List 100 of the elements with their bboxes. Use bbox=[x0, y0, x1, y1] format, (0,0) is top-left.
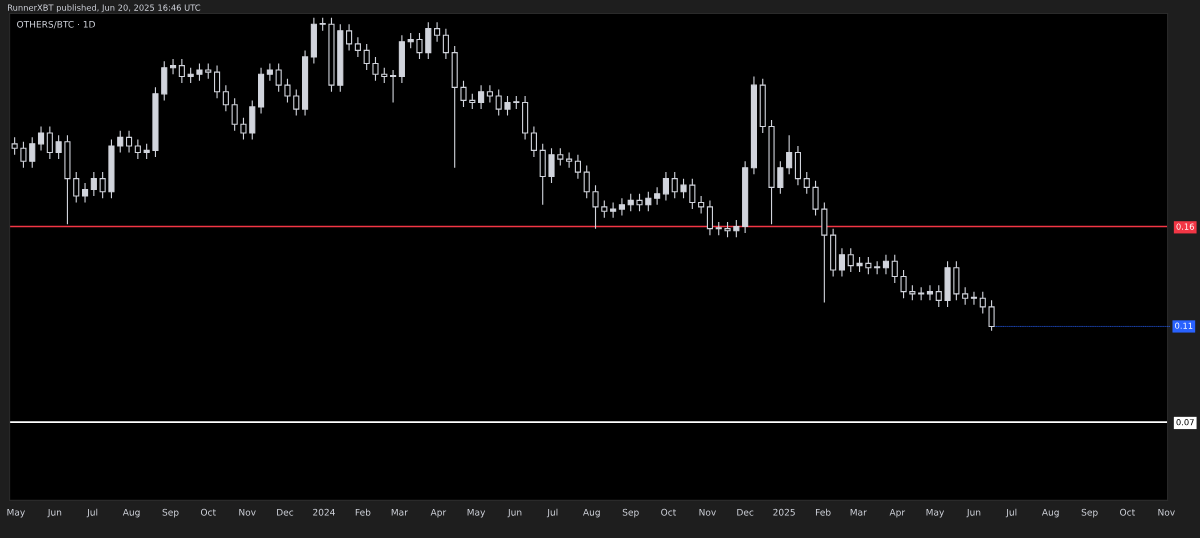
x-tick-label: Sep bbox=[1081, 508, 1098, 518]
x-tick-label: Aug bbox=[1041, 508, 1059, 518]
x-tick-label: Sep bbox=[622, 508, 639, 518]
candlestick bbox=[900, 269, 907, 299]
candlestick bbox=[935, 284, 942, 308]
candlestick bbox=[979, 291, 986, 314]
x-tick-label: 2024 bbox=[313, 508, 335, 516]
candlestick bbox=[293, 88, 300, 117]
x-tick-label: Dec bbox=[737, 508, 754, 516]
x-tick-label: Apr bbox=[430, 508, 447, 518]
candlestick bbox=[425, 21, 432, 60]
x-tick-label: Oct bbox=[661, 508, 677, 516]
candlestick bbox=[689, 178, 696, 210]
y-tick-label: 0.16 bbox=[1176, 223, 1194, 230]
candlestick bbox=[847, 247, 854, 273]
candlestick bbox=[662, 171, 669, 201]
candlestick bbox=[266, 62, 273, 82]
candlestick bbox=[504, 95, 511, 117]
candlestick bbox=[416, 32, 423, 60]
candlestick bbox=[548, 147, 555, 184]
x-tick-label: Jun bbox=[507, 508, 522, 518]
candlestick bbox=[706, 199, 714, 236]
candlestick bbox=[654, 186, 661, 206]
candlestick bbox=[970, 291, 978, 306]
candlestick bbox=[29, 136, 36, 169]
x-tick-label: Mar bbox=[850, 508, 867, 516]
candlestick bbox=[486, 84, 493, 104]
candlestick bbox=[125, 130, 133, 154]
x-tick-label: Jul bbox=[546, 508, 558, 518]
candlestick bbox=[891, 254, 898, 284]
x-tick-label: Sep bbox=[162, 508, 179, 518]
x-tick-label: Jul bbox=[86, 508, 98, 518]
candlestick bbox=[698, 195, 705, 214]
candlestick bbox=[134, 138, 141, 160]
candlestick bbox=[46, 125, 53, 160]
x-tick-label: May bbox=[926, 508, 945, 518]
candlestick bbox=[55, 134, 62, 160]
candlestick bbox=[20, 141, 27, 169]
x-tick-label: Dec bbox=[277, 508, 294, 516]
candlestick bbox=[566, 152, 573, 169]
x-tick-label: Nov bbox=[699, 508, 716, 516]
candlestick bbox=[346, 23, 353, 51]
annotation: 0.11 bbox=[1175, 322, 1193, 329]
x-tick-label: Apr bbox=[889, 508, 906, 518]
x-tick-label: Mar bbox=[391, 508, 408, 516]
candlestick bbox=[530, 125, 537, 158]
candlestick bbox=[460, 80, 467, 108]
candlestick bbox=[926, 284, 934, 301]
candlestick bbox=[812, 180, 819, 217]
candlestick bbox=[442, 28, 449, 60]
x-tick-label: Oct bbox=[200, 508, 216, 516]
x-tick-label: Jun bbox=[966, 508, 981, 518]
candlestick bbox=[81, 182, 89, 204]
candlestick bbox=[803, 171, 810, 195]
candlestick bbox=[882, 254, 890, 275]
x-tick-label: Aug bbox=[583, 508, 600, 518]
candlestick bbox=[495, 88, 502, 117]
candlestick bbox=[213, 65, 221, 99]
candlestick bbox=[583, 165, 590, 199]
candlestick bbox=[169, 58, 177, 75]
x-tick-label: Nov bbox=[239, 508, 256, 516]
candlestick bbox=[610, 201, 617, 219]
x-tick-label: Feb bbox=[355, 508, 371, 516]
text: OTHERS/BTC · 1D bbox=[17, 20, 95, 29]
candlestick bbox=[592, 184, 599, 230]
candlestick bbox=[680, 178, 687, 199]
x-tick-label: Nov bbox=[1158, 508, 1175, 516]
text: RunnerXBT published, Jun 20, 2025 16:46 UTC bbox=[8, 4, 201, 13]
candlestick bbox=[37, 125, 45, 151]
candlestick bbox=[671, 171, 678, 199]
x-tick-label: Jul bbox=[1005, 508, 1017, 518]
y-tick-label: 0.07 bbox=[1176, 419, 1194, 426]
candlestick bbox=[99, 171, 106, 199]
candlestick bbox=[354, 36, 361, 58]
candlestick bbox=[90, 171, 97, 197]
candlestick bbox=[222, 84, 229, 112]
candlestick bbox=[618, 197, 625, 217]
x-tick-label: Jun bbox=[47, 508, 62, 518]
candlestick bbox=[786, 134, 793, 175]
candlestick bbox=[372, 56, 379, 82]
candlestick bbox=[275, 62, 282, 93]
candlestick bbox=[777, 160, 784, 195]
x-tick-label: Oct bbox=[1120, 508, 1135, 516]
x-tick-label: Feb bbox=[815, 508, 831, 516]
x-tick-label: Aug bbox=[122, 508, 140, 518]
x-tick-label: May bbox=[467, 508, 486, 518]
candlestick bbox=[178, 58, 185, 84]
candlestick bbox=[645, 191, 652, 212]
candlestick bbox=[363, 43, 370, 71]
candlestick bbox=[574, 154, 581, 180]
candlestick bbox=[73, 171, 80, 204]
candlestick bbox=[838, 247, 846, 278]
x-tick-label: May bbox=[7, 508, 25, 518]
candlestick bbox=[231, 97, 238, 132]
candlestick bbox=[988, 299, 995, 332]
x-tick-label: 2025 bbox=[773, 508, 795, 516]
candlestick bbox=[240, 117, 247, 141]
candlestick bbox=[434, 21, 441, 43]
candlestick bbox=[478, 84, 485, 110]
candlestick bbox=[284, 78, 291, 104]
